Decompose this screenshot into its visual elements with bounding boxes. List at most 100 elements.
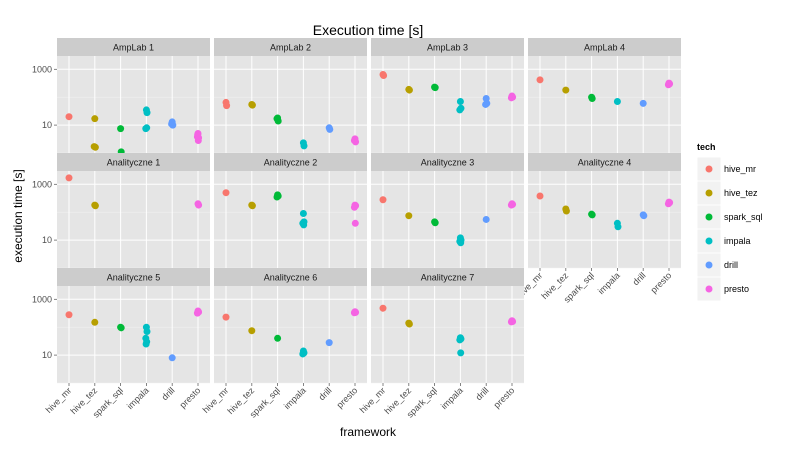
x-tick-label: presto xyxy=(335,385,360,410)
x-tick-label: impala xyxy=(125,385,151,411)
x-tick-label: impala xyxy=(439,385,465,411)
point-hive-mr xyxy=(65,113,73,121)
point-hive-mr xyxy=(380,71,388,79)
legend-swatch xyxy=(705,189,713,197)
x-axis-title: framework xyxy=(340,425,397,439)
point-presto xyxy=(351,219,359,227)
x-tick-label: presto xyxy=(178,385,203,410)
point-hive-tez xyxy=(90,143,98,151)
panel-strip-label: Analityczne 4 xyxy=(578,158,632,168)
point-drill xyxy=(640,212,648,220)
point-hive-mr xyxy=(536,76,544,84)
legend-item-hive-mr: hive_mr xyxy=(696,156,756,182)
point-impala xyxy=(456,106,464,114)
point-impala xyxy=(457,239,465,247)
point-spark-sql xyxy=(117,324,125,332)
point-spark-sql xyxy=(274,334,282,342)
point-spark-sql xyxy=(117,125,125,133)
panel-strip xyxy=(371,38,524,56)
point-impala xyxy=(613,98,621,106)
panel-strip xyxy=(528,153,681,171)
point-drill xyxy=(482,100,490,108)
panel-strip-label: Analityczne 1 xyxy=(107,158,161,168)
point-hive-mr xyxy=(65,311,73,319)
point-impala xyxy=(456,336,464,344)
x-tick-label: drill xyxy=(631,270,648,287)
legend-label: drill xyxy=(724,260,738,270)
legend-label: impala xyxy=(724,236,751,246)
point-impala xyxy=(142,340,150,348)
y-tick-label: 10 xyxy=(42,235,52,245)
panel-analityczne-3: Analityczne 3 xyxy=(371,153,524,269)
x-tick-label: drill xyxy=(160,385,177,402)
point-drill xyxy=(482,215,490,223)
legend-swatch xyxy=(705,261,713,269)
point-impala xyxy=(456,98,464,106)
point-impala xyxy=(457,349,465,357)
legend-label: spark_sql xyxy=(724,212,763,222)
point-impala xyxy=(143,328,151,336)
point-hive-tez xyxy=(248,202,256,210)
point-hive-mr xyxy=(379,304,387,312)
point-impala xyxy=(300,142,308,150)
panel-strip-label: AmpLab 2 xyxy=(270,43,311,53)
point-drill xyxy=(326,125,334,133)
panel-background xyxy=(371,56,524,153)
point-hive-tez xyxy=(248,101,256,109)
point-drill xyxy=(639,99,647,107)
point-hive-mr xyxy=(222,189,230,197)
legend-item-impala: impala xyxy=(696,228,751,254)
panel-amplab-3: AmpLab 3 xyxy=(371,38,524,154)
legend-item-presto: presto xyxy=(696,276,749,302)
point-drill xyxy=(168,354,176,362)
y-tick-label: 10 xyxy=(42,120,52,130)
point-presto xyxy=(194,131,202,139)
panel-strip-label: Analityczne 5 xyxy=(107,273,161,283)
point-hive-mr xyxy=(223,102,231,110)
x-tick-label: drill xyxy=(474,385,491,402)
panel-strip xyxy=(57,38,210,56)
y-axis-title: execution time [s] xyxy=(11,169,25,262)
point-hive-tez xyxy=(562,207,570,215)
panel-strip xyxy=(57,153,210,171)
panel-strip xyxy=(528,38,681,56)
point-presto xyxy=(664,81,672,89)
x-tick-label: impala xyxy=(596,270,622,296)
panel-amplab-2: AmpLab 2 xyxy=(214,38,367,154)
point-presto xyxy=(350,203,358,211)
legend-swatch xyxy=(705,165,713,173)
panel-background xyxy=(371,171,524,268)
panel-analityczne-2: Analityczne 2 xyxy=(214,153,367,269)
point-hive-tez xyxy=(91,202,99,210)
panel-background xyxy=(528,56,681,153)
panel-amplab-4: AmpLab 4 xyxy=(528,38,681,154)
panel-background xyxy=(214,171,367,268)
panel-strip-label: AmpLab 1 xyxy=(113,43,154,53)
legend-swatch xyxy=(705,237,713,245)
point-impala xyxy=(143,109,151,117)
panel-strip xyxy=(371,153,524,171)
panel-strip xyxy=(214,38,367,56)
point-presto xyxy=(507,94,515,102)
point-hive-tez xyxy=(405,320,413,328)
panel-strip-label: Analityczne 2 xyxy=(264,158,318,168)
point-hive-tez xyxy=(248,327,256,335)
panel-strip-label: Analityczne 6 xyxy=(264,273,318,283)
panel-background xyxy=(214,286,367,383)
point-presto xyxy=(507,318,515,326)
legend-label: presto xyxy=(724,284,749,294)
point-hive-tez xyxy=(91,115,99,123)
point-hive-tez xyxy=(91,318,99,326)
panel-strip-label: Analityczne 7 xyxy=(421,273,475,283)
point-hive-mr xyxy=(536,192,544,200)
point-drill xyxy=(168,120,176,128)
point-impala xyxy=(614,223,622,231)
point-spark-sql xyxy=(588,94,596,102)
y-tick-label: 1000 xyxy=(32,64,52,74)
point-impala xyxy=(143,124,151,132)
legend-label: hive_mr xyxy=(724,164,756,174)
